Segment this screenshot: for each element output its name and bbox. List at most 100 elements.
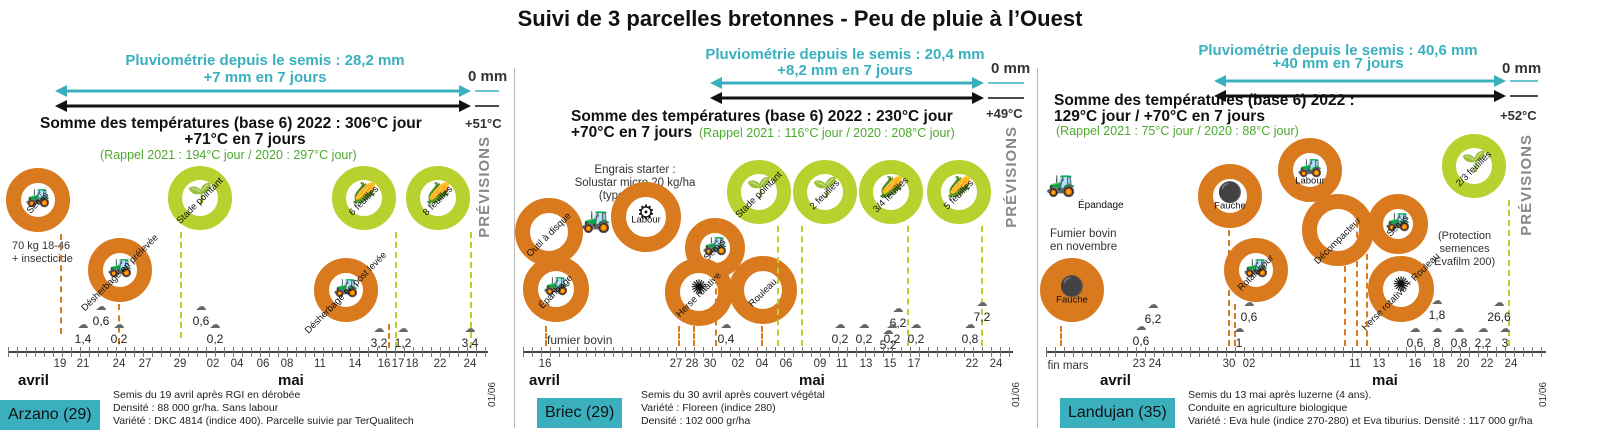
event-line <box>1508 200 1510 346</box>
rain-week: +8,2 mm en 7 jours <box>777 62 913 79</box>
date-label: 27 <box>138 358 152 370</box>
rain-forecast: 0 mm <box>991 60 1031 77</box>
fertilizer-note: 70 kg 18-46 + insecticide <box>12 240 73 265</box>
step-8-feuilles: 🌽 8 feuilles <box>406 166 470 230</box>
page-title: Suivi de 3 parcelles bretonnes - Peu de … <box>517 6 1083 31</box>
rain-value: 0,8 <box>961 332 979 346</box>
rain-cloud-icon: ☁ <box>976 297 988 309</box>
date-label: 22 <box>433 358 447 370</box>
rain-cloud-icon: ☁ <box>1147 299 1159 311</box>
date-label: 13 <box>1372 358 1386 370</box>
month-april: avril <box>529 372 560 389</box>
axis-ticks <box>8 347 488 357</box>
corn-plant-icon: 🌱 <box>1461 151 1487 174</box>
event-line <box>1366 254 1368 346</box>
event-line <box>1228 230 1230 346</box>
date-label: 08 <box>280 358 294 370</box>
location-badge: Arzano (29) <box>0 400 100 430</box>
step-desherbage-postlevee: 🚜 Désherbage en post levée <box>302 249 390 336</box>
date-label: 20 <box>1456 358 1470 370</box>
rain-value: 0,2 <box>907 332 925 346</box>
step-decompacteur: Décompacteur <box>1302 194 1374 266</box>
temp-rappel: (Rappel 2021 : 116°C jour / 2020 : 208°C… <box>699 126 955 140</box>
date-label: 19 <box>53 358 67 370</box>
step-epandage: 🚜 Épandage <box>523 256 589 322</box>
plough-icon: 🚜 <box>1297 155 1323 178</box>
rain-cloud-icon: ☁ <box>373 323 385 335</box>
rain-value: 0,6 <box>92 314 110 328</box>
sprout-icon: 🌱 <box>187 183 213 206</box>
event-line <box>395 232 397 348</box>
date-label: 24 <box>1148 358 1162 370</box>
step-epandage: Épandage <box>1078 200 1124 211</box>
event-line <box>777 226 779 346</box>
event-line <box>1356 202 1358 346</box>
rain-cloud-icon: ☁ <box>892 303 904 315</box>
event-line <box>1234 304 1236 346</box>
month-april: avril <box>18 372 49 389</box>
step-labour: ⚙ Labour <box>611 182 681 252</box>
date-label: 24 <box>112 358 126 370</box>
month-may: mai <box>278 372 304 389</box>
event-line <box>693 326 695 346</box>
event-line <box>545 326 547 346</box>
date-label: 24 <box>463 358 477 370</box>
date-label: 14 <box>348 358 362 370</box>
date-label: 24 <box>1504 358 1518 370</box>
sprayer-icon: 🚜 <box>333 275 359 298</box>
spreader-icon: 🚜 <box>543 274 569 297</box>
rain-value: 3 <box>1501 336 1509 350</box>
sprout-icon: 🌱 <box>746 177 772 200</box>
step-fauche-1: ⚫ Fauche <box>1040 258 1104 322</box>
corn-plant-icon: 🌱 <box>812 177 838 200</box>
rain-cloud-icon: ☁ <box>1499 323 1511 335</box>
event-line <box>907 226 909 346</box>
rain-cloud-icon: ☁ <box>1477 323 1489 335</box>
date-label: 15 <box>883 358 897 370</box>
rain-total: Pluviométrie depuis le semis : 20,4 mm <box>705 46 985 63</box>
date-label: 11 <box>314 358 326 370</box>
rain-cloud-icon: ☁ <box>834 319 846 331</box>
month-april: avril <box>1100 372 1131 389</box>
date-label: 02 <box>731 358 745 370</box>
panel-separator <box>514 68 515 428</box>
date-label: 04 <box>755 358 769 370</box>
plot-info: Semis du 30 avril après couvert végétal … <box>641 389 825 427</box>
date-label: 18 <box>405 358 419 370</box>
rain-cloud-icon: ☁ <box>1243 297 1255 309</box>
rain-cloud-icon: ☁ <box>964 319 976 331</box>
step-2-feuilles: 🌱 2 feuilles <box>793 160 857 224</box>
date-label: 21 <box>76 358 90 370</box>
temp-sum: Somme des températures (base 6) 2022 : <box>1054 92 1355 109</box>
location-badge: Briec (29) <box>537 398 623 428</box>
rain-value: 2,2 <box>1474 336 1492 350</box>
step-fauche-2: ⚫ Fauche <box>1198 164 1262 228</box>
date-label: 11 <box>1349 358 1361 370</box>
manure-note: fumier bovin <box>547 333 613 347</box>
panel-separator <box>1037 68 1038 428</box>
rain-week: +40 mm en 7 jours <box>1272 55 1404 72</box>
tractor-icon: 🚜 <box>25 185 51 208</box>
rain-value: 0,6 <box>1406 336 1424 350</box>
event-line <box>118 304 120 344</box>
date-label: 29 <box>173 358 187 370</box>
rain-cloud-icon: ☁ <box>910 319 922 331</box>
rain-cloud-icon: ☁ <box>1453 323 1465 335</box>
rain-value: 6,2 <box>1144 312 1162 326</box>
date-label: fin mars <box>1047 360 1089 372</box>
date-label: 18 <box>1432 358 1446 370</box>
step-rotalabour: 🚜 Rotalabour <box>1224 238 1288 302</box>
bales-icon: ⚫ <box>1217 181 1243 204</box>
event-line <box>678 326 680 346</box>
rain-value: 6,2 <box>889 316 907 330</box>
plot-info: Semis du 13 mai après luzerne (4 ans). C… <box>1188 389 1533 427</box>
rain-value: 1,4 <box>74 332 92 346</box>
panel-arzano: Pluviométrie depuis le semis : 28,2 mm +… <box>0 42 514 438</box>
temp-rappel: (Rappel 2021 : 194°C jour / 2020 : 297°C… <box>100 148 357 162</box>
rain-cloud-icon: ☁ <box>195 301 207 313</box>
rain-cloud-icon: ☁ <box>1233 323 1245 335</box>
date-label: 06 <box>256 358 270 370</box>
date-label: 22 <box>1480 358 1494 370</box>
rain-total: Pluviométrie depuis le semis : 40,6 mm <box>1198 42 1478 59</box>
harrow-icon: ✺ <box>1392 274 1410 297</box>
